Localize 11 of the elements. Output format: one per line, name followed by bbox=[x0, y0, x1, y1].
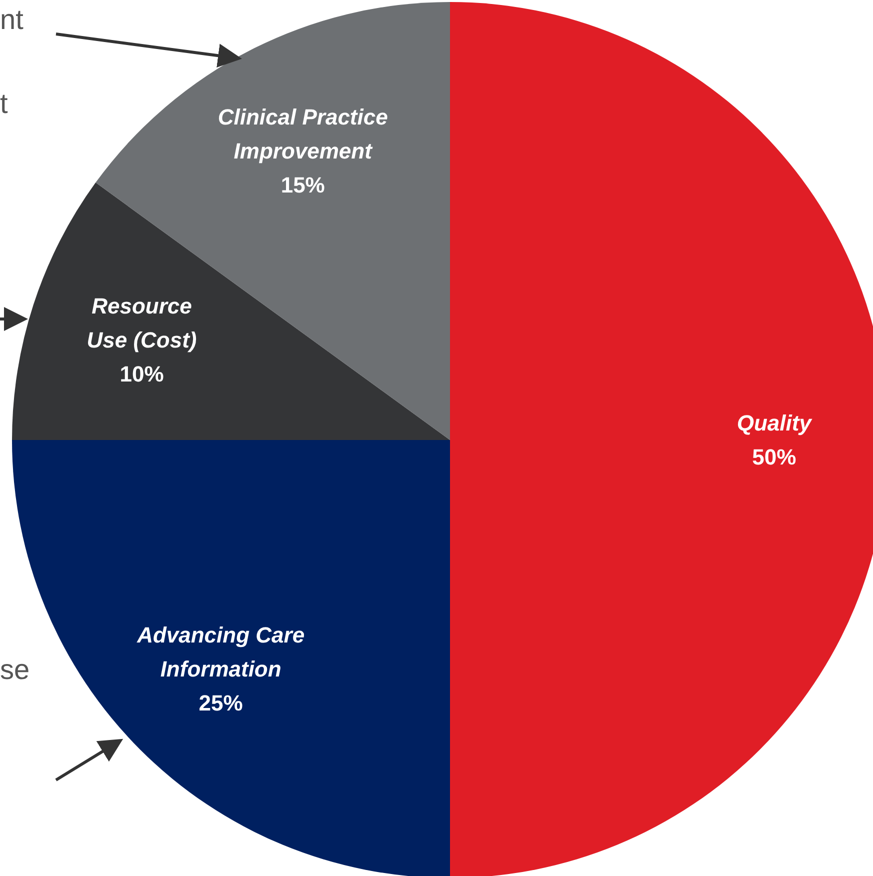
slice-label: Advancing Care Information bbox=[136, 622, 305, 682]
slice-label: Resource Use (Cost) bbox=[86, 293, 197, 352]
data-label: 15% bbox=[280, 172, 325, 198]
data-label: 25% bbox=[198, 690, 243, 716]
text: nt bbox=[0, 4, 24, 36]
slice-label: Clinical Practice Improvement bbox=[218, 104, 388, 164]
data-label: 10% bbox=[120, 361, 164, 386]
text: se bbox=[0, 654, 30, 686]
text: t bbox=[0, 88, 8, 120]
slice-label: Quality bbox=[736, 410, 814, 436]
data-label: 50% bbox=[752, 444, 796, 470]
